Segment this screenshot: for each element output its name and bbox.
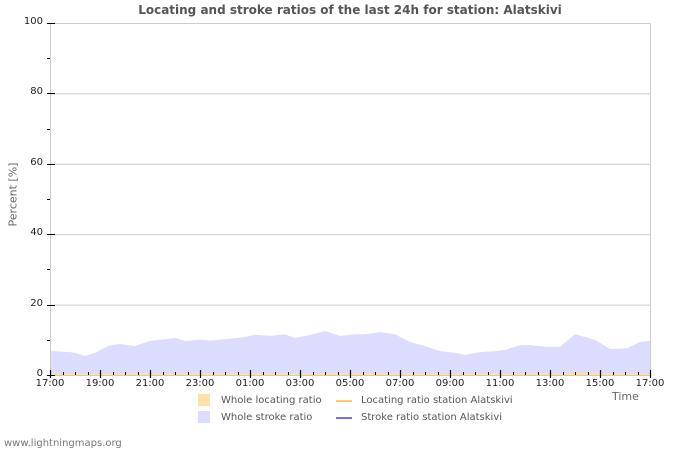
x-tick-label: 07:00 (385, 378, 415, 389)
area-whole-stroke-ratio (50, 331, 650, 375)
x-tick-label: 05:00 (335, 378, 365, 389)
x-tick-label: 01:00 (235, 378, 265, 389)
x-tick-label: 15:00 (585, 378, 615, 389)
x-tick-label: 19:00 (85, 378, 115, 389)
y-tick-label: 80 (30, 86, 43, 98)
x-tick-label: 13:00 (535, 378, 565, 389)
y-tick-label: 60 (30, 156, 43, 168)
x-axis-label: Time (612, 390, 639, 403)
y-tick-label: 0 (36, 368, 43, 379)
y-tick-label: 20 (30, 297, 43, 309)
y-tick-label: 100 (23, 16, 43, 27)
x-tick-label: 11:00 (485, 378, 515, 389)
x-tick-label: 17:00 (635, 378, 665, 389)
x-tick-label: 03:00 (285, 378, 315, 389)
x-tick-label: 23:00 (185, 378, 215, 389)
chart-title: Locating and stroke ratios of the last 2… (138, 3, 562, 17)
x-tick-label: 09:00 (435, 378, 465, 389)
x-tick-label: 21:00 (135, 378, 165, 389)
y-tick-label: 40 (30, 227, 43, 239)
x-tick-label: 17:00 (35, 378, 65, 389)
footer-source-link[interactable]: www.lightningmaps.org (4, 438, 122, 449)
